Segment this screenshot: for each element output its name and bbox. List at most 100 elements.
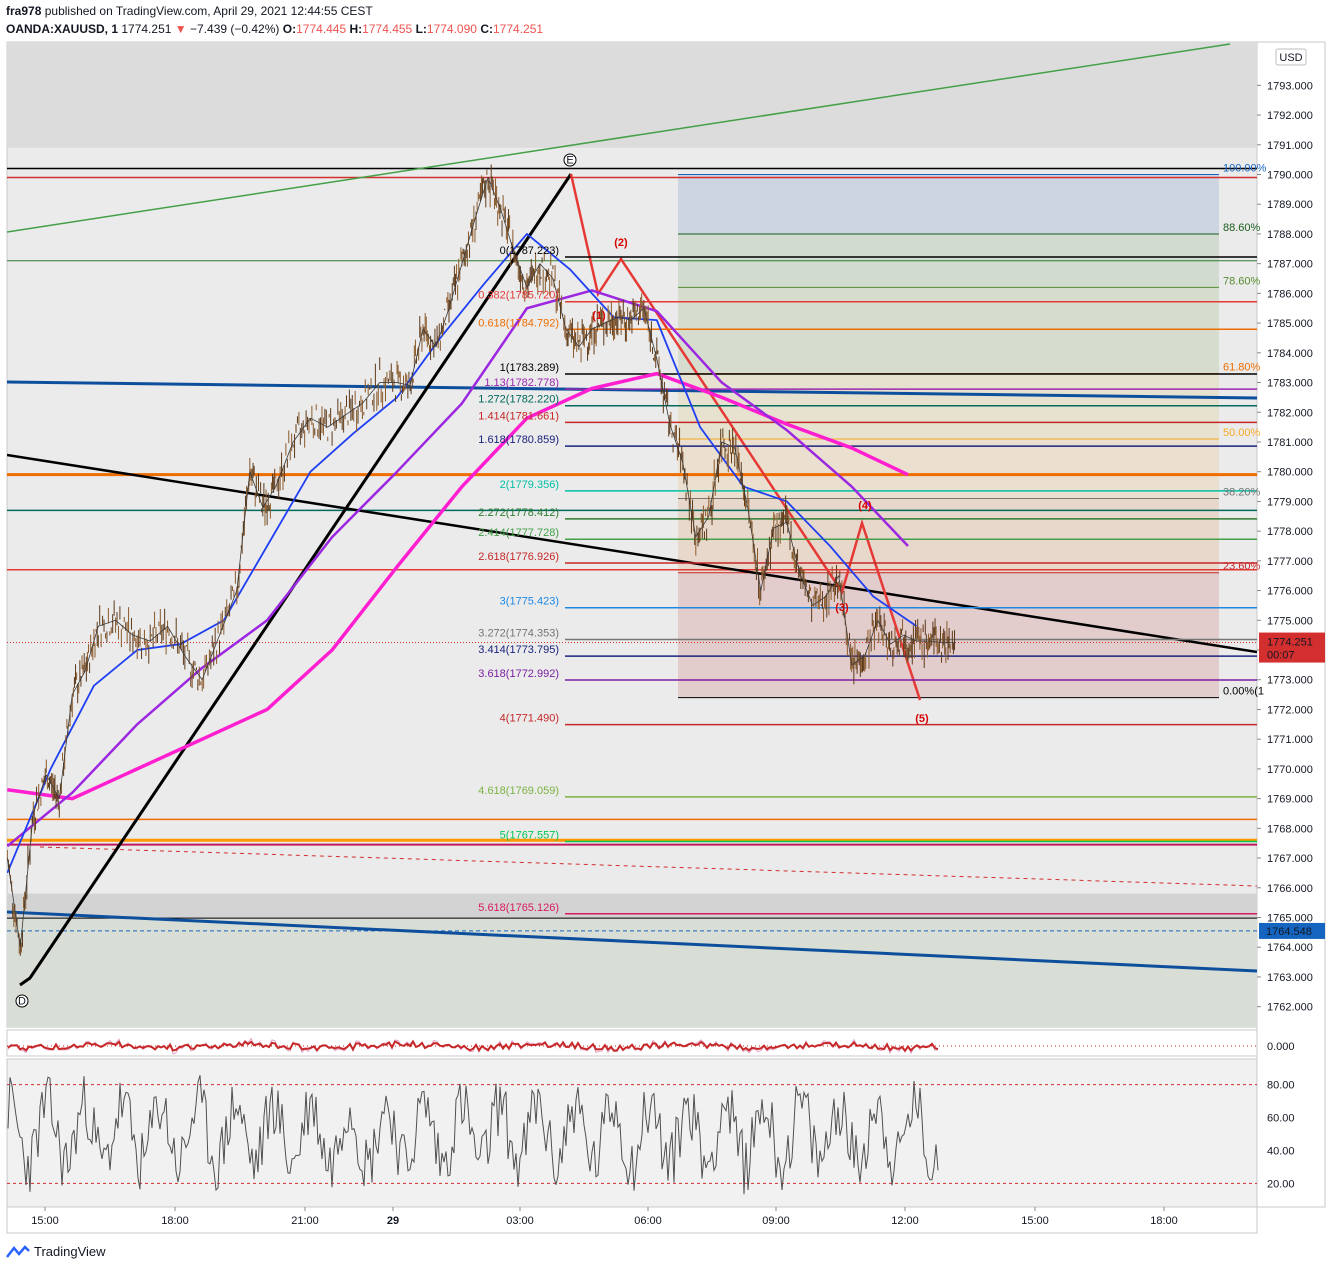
blue-price-tag <box>1259 922 1325 939</box>
price-tick-label: 1771.000 <box>1267 734 1313 746</box>
price-tick-label: 1786.000 <box>1267 288 1313 300</box>
osc1-line <box>7 1039 939 1053</box>
wave-label-5: (5) <box>915 713 929 725</box>
time-tick-label: 03:00 <box>506 1215 534 1227</box>
price-tick-label: 1762.000 <box>1267 1002 1313 1014</box>
high-value: 1774.455 <box>362 22 413 36</box>
price-line <box>7 177 956 948</box>
price-tick-label: 1783.000 <box>1267 378 1313 390</box>
black-trendline <box>7 453 1257 654</box>
time-tick-label: 15:00 <box>31 1215 59 1227</box>
time-tick-label: 06:00 <box>634 1215 662 1227</box>
price-tick-label: 1765.000 <box>1267 913 1313 925</box>
background-zones <box>7 42 1257 1027</box>
axis-labels: 1762.000 1763.000 1764.000 1765.000 1766.000… <box>31 48 1325 1227</box>
price-series <box>7 164 956 956</box>
price-tick-label: 1777.000 <box>1267 556 1313 568</box>
fib-extension-label: 2(1779.356) <box>500 479 559 491</box>
osc2-tick-label: 40.00 <box>1267 1145 1295 1157</box>
fib-extension-label: 0.382(1785.720) <box>478 290 559 302</box>
currency-label: USD <box>1279 52 1302 64</box>
fib-retracement-label: 0.00%(1 <box>1223 686 1264 698</box>
price-tick-label: 1784.000 <box>1267 348 1313 360</box>
fib-retracement-zone <box>678 174 1219 234</box>
brand-name: TradingView <box>34 1244 106 1259</box>
oscillator-pane-1[interactable] <box>6 1029 1258 1057</box>
close-value: 1774.251 <box>492 22 544 36</box>
open-value: 1774.445 <box>296 22 347 36</box>
time-axis[interactable] <box>6 1206 1258 1234</box>
fib-labels: 100.00% 88.60% 78.60% 61.80% 50.00% 38.20% 23.… <box>15 153 1267 1008</box>
fib-extension-label: 0(1787.223) <box>500 245 559 257</box>
time-tick-label: 29 <box>387 1215 399 1227</box>
price-tick-label: 1766.000 <box>1267 883 1313 895</box>
time-tick-label: 15:00 <box>1021 1215 1049 1227</box>
wave-label-4: (4) <box>858 500 872 512</box>
low-label: L: <box>415 22 427 36</box>
last-price: 1774.251 <box>121 22 172 36</box>
fib-extension-label: 0.618(1784.792) <box>478 317 559 329</box>
price-tick-label: 1791.000 <box>1267 140 1313 152</box>
symbol-legend: OANDA:XAUUSD, 1 1774.251 ▼ −7.439 (−0.42… <box>6 22 543 36</box>
osc2-tick-label: 80.00 <box>1267 1080 1295 1092</box>
fib-extension-label: 5(1767.557) <box>500 830 559 842</box>
wave-label-d: D <box>18 996 26 1008</box>
price-tick-label: 1773.000 <box>1267 675 1313 687</box>
upper-gray-zone <box>7 42 1257 148</box>
price-tick-label: 1775.000 <box>1267 615 1313 627</box>
fib-retracement-label: 78.60% <box>1223 275 1261 287</box>
fib-extension-label: 3(1775.423) <box>500 596 559 608</box>
blue-lower-trendline <box>7 910 1257 973</box>
price-tick-label: 1776.000 <box>1267 586 1313 598</box>
tradingview-logo[interactable]: TradingView <box>6 1244 106 1259</box>
fib-retracement-zone <box>678 439 1219 499</box>
low-value: 1774.090 <box>426 22 477 36</box>
close-label: C: <box>480 22 493 36</box>
wave-label-1: (1) <box>592 310 606 322</box>
time-tick-label: 18:00 <box>161 1215 189 1227</box>
fib-extension-label: 2.272(1778.412) <box>478 507 559 519</box>
fib-retracement-label: 38.20% <box>1223 486 1261 498</box>
wave-label-2: (2) <box>614 237 628 249</box>
blue-price-tag-value: 1764.548 <box>1266 926 1312 938</box>
drawing-lines <box>7 43 1257 987</box>
red-dashed-trendline <box>39 846 1257 887</box>
price-tick-label: 1788.000 <box>1267 229 1313 241</box>
fib-extension-label: 1.414(1781.661) <box>478 410 559 422</box>
fib-extension-label: 3.618(1772.992) <box>478 668 559 680</box>
price-tick-label: 1793.000 <box>1267 80 1313 92</box>
fib-extension-label: 3.414(1773.795) <box>478 644 559 656</box>
elliott-wave-line <box>569 173 922 701</box>
high-label: H: <box>349 22 363 36</box>
open-label: O: <box>282 22 297 36</box>
oscillator-2-series <box>7 1075 1257 1195</box>
price-tick-label: 1780.000 <box>1267 467 1313 479</box>
price-axis[interactable] <box>1256 41 1326 1208</box>
fib-extension-label: 5.618(1765.126) <box>478 902 559 914</box>
price-tick-label: 1778.000 <box>1267 526 1313 538</box>
fib-extension-label: 1.618(1780.859) <box>478 434 559 446</box>
wave-label-3: (3) <box>835 602 849 614</box>
price-tick-label: 1781.000 <box>1267 437 1313 449</box>
osc2-tick-label: 60.00 <box>1267 1113 1295 1125</box>
price-tick-label: 1768.000 <box>1267 823 1313 835</box>
publish-info: fra978 published on TradingView.com, Apr… <box>6 4 373 18</box>
price-tick-label: 1764.000 <box>1267 942 1313 954</box>
fib-retracement-label: 100.00% <box>1223 163 1267 175</box>
osc2-line <box>7 1075 939 1195</box>
author-name[interactable]: fra978 <box>6 4 42 18</box>
fib-retracement-label: 61.80% <box>1223 362 1261 374</box>
symbol-name[interactable]: OANDA:XAUUSD, 1 <box>6 22 119 36</box>
time-tick-label: 21:00 <box>291 1215 319 1227</box>
price-tick-label: 1789.000 <box>1267 199 1313 211</box>
chart-area[interactable]: 100.00% 88.60% 78.60% 61.80% 50.00% 38.20% 23.… <box>0 0 1331 1240</box>
ema-mid-line <box>7 289 909 848</box>
price-tick-label: 1763.000 <box>1267 972 1313 984</box>
price-tick-label: 1787.000 <box>1267 259 1313 271</box>
osc1-tick-label: 0.000 <box>1267 1041 1295 1053</box>
time-tick-label: 09:00 <box>762 1215 790 1227</box>
wave-label-e-circle <box>563 153 577 167</box>
oscillator-pane-2[interactable] <box>6 1058 1258 1208</box>
price-tick-label: 1782.000 <box>1267 407 1313 419</box>
fib-extension-label: 4.618(1769.059) <box>478 785 559 797</box>
